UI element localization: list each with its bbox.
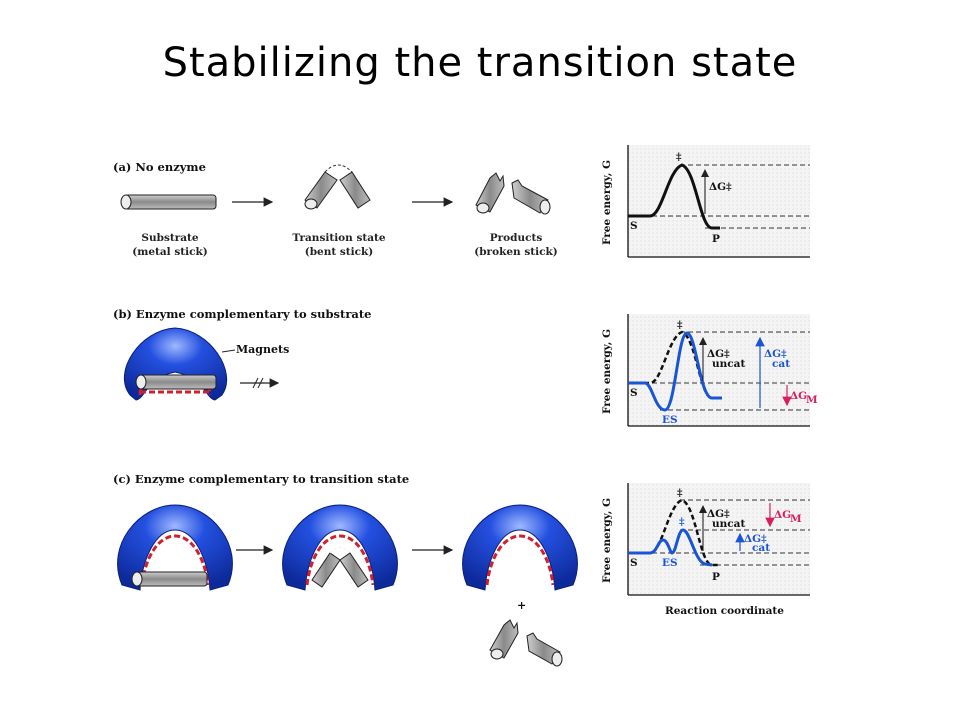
label-p-c: P <box>712 571 720 583</box>
dg-cat-label-c: ΔG‡ <box>744 533 767 545</box>
substrate-caption: Substrate <box>141 232 199 244</box>
label-s-c: S <box>630 557 638 569</box>
ylabel-b: Free energy, G <box>601 329 613 414</box>
dgm-label-b: ΔG <box>790 390 807 402</box>
substrate-caption-sub: (metal stick) <box>132 246 207 258</box>
dg-uncat-label-c: ΔG‡ <box>707 508 730 520</box>
xlabel-c: Reaction coordinate <box>665 605 784 617</box>
label-es-c: ES <box>662 557 678 569</box>
curve-cat-c <box>628 528 713 567</box>
dgm-label-c: ΔG <box>774 509 791 521</box>
label-s-b: S <box>630 387 638 399</box>
energy-graph-b: S ES ‡ ΔG‡ uncat ΔG‡ cat ΔG M Free energ… <box>601 314 818 427</box>
products-caption-sub: (broken stick) <box>474 246 557 258</box>
dgm-sub-c: M <box>790 513 802 525</box>
label-s-a: S <box>630 220 638 232</box>
bent-stick <box>304 164 371 210</box>
products-caption: Products <box>490 232 543 244</box>
substrate-stick <box>120 194 217 210</box>
label-es-b: ES <box>662 414 678 426</box>
enzyme-ts-bent <box>282 504 398 591</box>
dg-cat-sub-b: cat <box>772 358 790 370</box>
ddagger-cat-c: ‡ <box>679 516 685 528</box>
enzyme-substrate-shape <box>124 327 228 401</box>
broken-stick <box>475 172 551 215</box>
ylabel-c: Free energy, G <box>601 498 613 583</box>
slide-title: Stabilizing the transition state <box>162 40 798 86</box>
section-c-label: (c) Enzyme complementary to transition s… <box>113 472 409 486</box>
broken-stick-products-c <box>489 619 563 667</box>
dg-cat-sub-c: cat <box>752 542 770 554</box>
magnets-label: Magnets <box>236 343 289 356</box>
energy-graph-c: S P ES ‡ ‡ ΔG‡ uncat ΔG‡ cat ΔG M Free e… <box>601 483 810 617</box>
ddagger-a: ‡ <box>676 151 682 163</box>
plus-sign: + <box>517 599 526 612</box>
ddagger-b: ‡ <box>677 319 683 331</box>
enzyme-ts-empty <box>462 504 578 591</box>
ddagger-c: ‡ <box>677 487 683 499</box>
section-a-label: (a) No enzyme <box>113 160 206 174</box>
enzyme-ts-with-substrate <box>117 504 233 591</box>
curve-uncat-a <box>628 163 720 230</box>
section-b-label: (b) Enzyme complementary to substrate <box>113 307 371 321</box>
transition-caption: Transition state <box>292 232 385 244</box>
dg-uncat-sub-c: uncat <box>712 518 745 530</box>
dgm-sub-b: M <box>806 394 818 406</box>
label-p-a: P <box>712 233 720 245</box>
blocked-arrow <box>240 377 280 389</box>
dg-label-a: ΔG‡ <box>709 181 732 193</box>
energy-graph-a: S P ‡ ΔG‡ Free energy, G <box>601 145 810 258</box>
dg-uncat-sub-b: uncat <box>712 358 745 370</box>
transition-caption-sub: (bent stick) <box>305 246 374 258</box>
dg-uncat-label-b: ΔG‡ <box>707 348 730 360</box>
curve-cat-b <box>628 331 722 412</box>
magnets-pointer <box>221 349 236 353</box>
ylabel-a: Free energy, G <box>601 160 613 245</box>
dg-cat-label-b: ΔG‡ <box>764 348 787 360</box>
